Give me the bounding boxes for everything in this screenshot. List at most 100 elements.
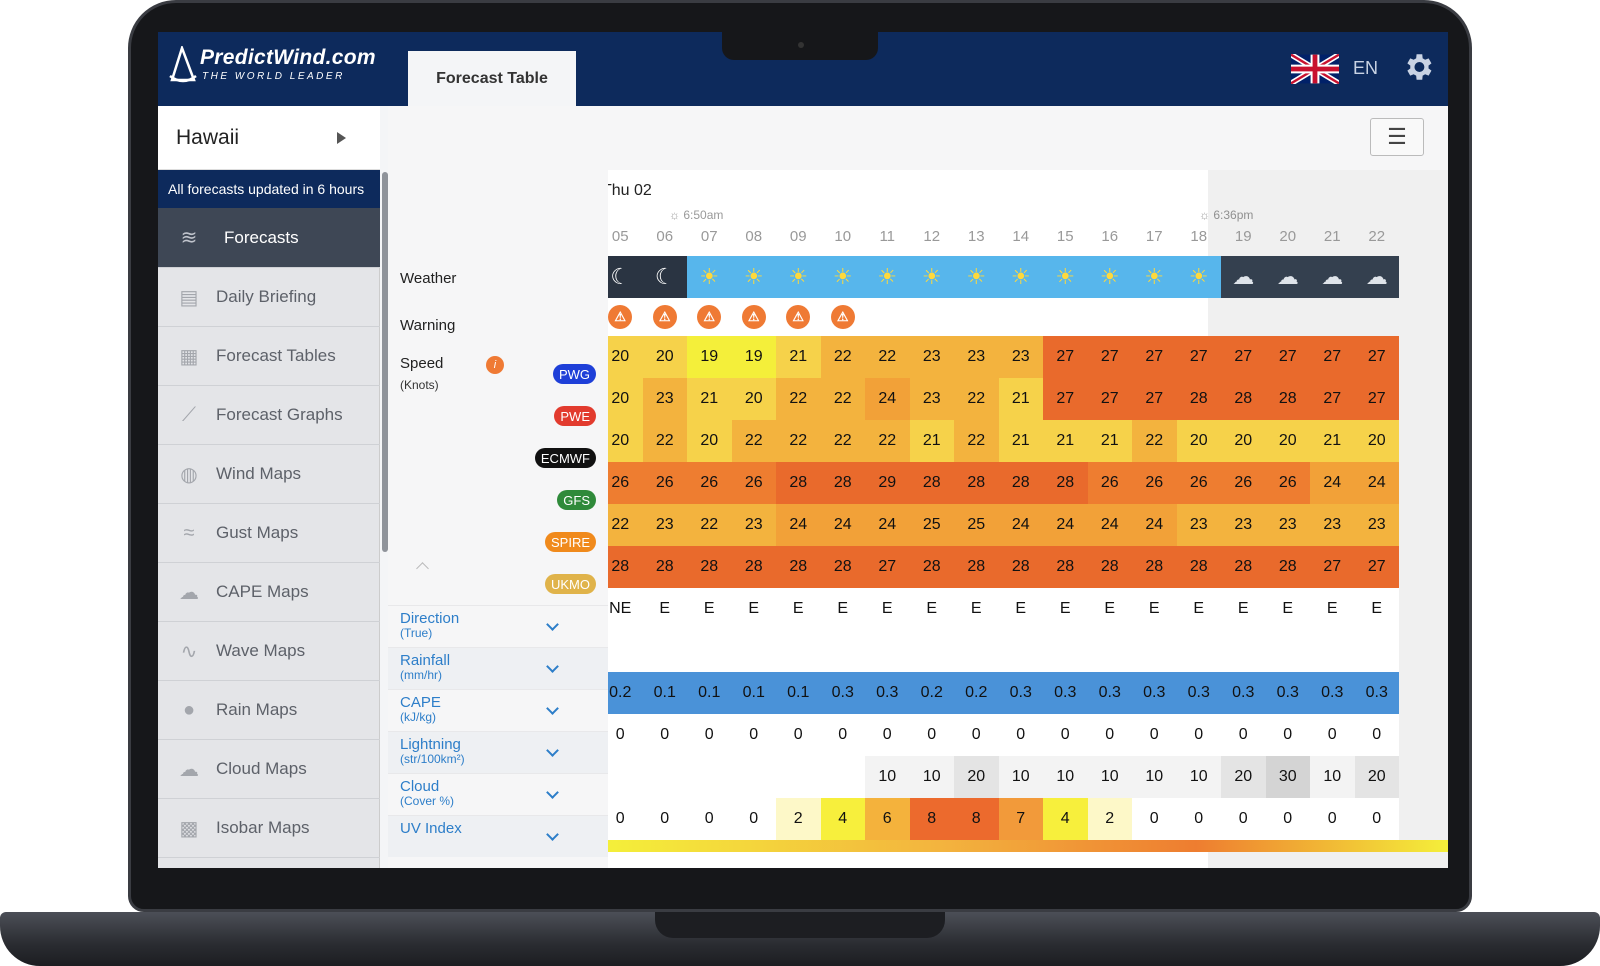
param-cell xyxy=(731,630,776,672)
wind-speed-cell: 19 xyxy=(687,336,732,378)
weather-label: Weather xyxy=(400,270,457,287)
param-cell: 20 xyxy=(1221,756,1266,798)
warning-icon[interactable]: ⚠ xyxy=(830,305,855,329)
wind-speed-cell: 28 xyxy=(1176,378,1221,420)
model-badge-pwg[interactable]: PWG xyxy=(552,364,596,384)
sidebar-item-rain-maps[interactable]: ● Rain Maps xyxy=(158,681,380,740)
warning-cell: ⚠ xyxy=(776,298,821,336)
chevron-down-icon[interactable] xyxy=(546,828,559,841)
param-row-direction[interactable]: Direction (True) xyxy=(388,605,608,647)
wind-speed-cell: 26 xyxy=(1176,462,1221,504)
language-selector[interactable]: EN xyxy=(1353,58,1379,78)
model-badge-spire[interactable]: SPIRE xyxy=(544,532,596,552)
tab-forecast-table[interactable]: Forecast Table xyxy=(408,51,576,106)
param-unit: (True) xyxy=(400,626,433,640)
param-cell xyxy=(954,630,999,672)
wind-speed-cell: 23 xyxy=(1310,504,1355,546)
param-cell: E xyxy=(1310,588,1355,630)
wind-speed-cell: 28 xyxy=(1265,546,1310,588)
table-icon: ▦ xyxy=(179,345,199,368)
logo[interactable]: PredictWind.com THE WORLD LEADER xyxy=(168,46,376,83)
speed-unit: (Knots) xyxy=(400,378,439,392)
param-cell: 0 xyxy=(1221,714,1266,756)
weather-cell: ☾ xyxy=(642,256,687,298)
warning-icon[interactable]: ⚠ xyxy=(652,305,677,329)
wind-speed-cell: 27 xyxy=(1176,336,1221,378)
menu-button[interactable]: ☰ xyxy=(1370,118,1424,156)
sidebar-item-gust-maps[interactable]: ≈ Gust Maps xyxy=(158,504,380,563)
sun-icon: ☀ xyxy=(788,264,809,289)
sidebar-item-cape-maps[interactable]: ☁ CAPE Maps xyxy=(158,563,380,622)
uk-flag-icon[interactable] xyxy=(1291,54,1339,84)
model-badge-ecmwf[interactable]: ECMWF xyxy=(534,448,596,468)
param-row-rainfall[interactable]: Rainfall (mm/hr) xyxy=(388,647,608,689)
sidebar-item-forecast-tables[interactable]: ▦ Forecast Tables xyxy=(158,327,380,386)
param-cell: 0.2 xyxy=(909,672,954,714)
gear-icon[interactable] xyxy=(1401,50,1435,84)
sidebar-item-daily-briefing[interactable]: ▤ Daily Briefing xyxy=(158,268,380,327)
wind-speed-cell: 24 xyxy=(776,504,821,546)
sidebar-item-forecasts[interactable]: ≋ Forecasts xyxy=(158,208,380,268)
wind-speed-cell: 26 xyxy=(608,462,643,504)
param-row-cape[interactable]: CAPE (kJ/kg) xyxy=(388,689,608,731)
wind-speed-cell: 23 xyxy=(1265,504,1310,546)
model-badge-gfs[interactable]: GFS xyxy=(557,490,596,510)
chevron-down-icon[interactable] xyxy=(546,702,559,715)
warning-cell: ⚠ xyxy=(687,298,732,336)
chevron-down-icon[interactable] xyxy=(546,660,559,673)
param-cell: E xyxy=(909,588,954,630)
param-cell xyxy=(865,630,910,672)
sidebar-scrollbar[interactable] xyxy=(382,172,388,552)
sidebar-item-forecast-graphs[interactable]: ⟋ Forecast Graphs xyxy=(158,386,380,445)
sidebar-item-cloud-maps[interactable]: ☁ Cloud Maps xyxy=(158,740,380,799)
chevron-down-icon[interactable] xyxy=(546,744,559,757)
sidebar-item-wave-maps[interactable]: ∿ Wave Maps xyxy=(158,622,380,681)
param-row-cloud[interactable]: Cloud (Cover %) xyxy=(388,773,608,815)
raindrop-icon: ● xyxy=(182,698,196,721)
wind-speed-cell: 21 xyxy=(998,420,1043,462)
collapse-icon[interactable] xyxy=(416,562,429,575)
param-cell: 0 xyxy=(776,714,821,756)
wind-speed-cell: 22 xyxy=(820,336,865,378)
param-cell: 0 xyxy=(687,798,732,840)
param-cell: 30 xyxy=(1265,756,1310,798)
param-cell: 0 xyxy=(1354,798,1399,840)
param-cell: 0 xyxy=(909,714,954,756)
param-cell: 0.3 xyxy=(820,672,865,714)
param-row-uv-index[interactable]: UV Index xyxy=(388,815,608,857)
sun-icon: ☀ xyxy=(921,264,942,289)
param-cell: 4 xyxy=(820,798,865,840)
param-row-lightning[interactable]: Lightning (str/100km²) xyxy=(388,731,608,773)
param-cell: 0.3 xyxy=(865,672,910,714)
chevron-down-icon[interactable] xyxy=(546,786,559,799)
model-badge-pwe[interactable]: PWE xyxy=(554,406,596,426)
wind-speed-cell: 22 xyxy=(776,378,821,420)
wind-speed-cell: 21 xyxy=(1087,420,1132,462)
gust-icon: ≈ xyxy=(183,521,195,544)
model-badge-ukmo[interactable]: UKMO xyxy=(545,574,596,594)
warning-icon[interactable]: ⚠ xyxy=(697,305,722,329)
warning-icon[interactable]: ⚠ xyxy=(786,305,811,329)
info-icon[interactable]: i xyxy=(486,356,504,374)
sun-icon: ☀ xyxy=(1055,264,1076,289)
param-unit: (kJ/kg) xyxy=(400,710,436,724)
wind-speed-cell: 28 xyxy=(1221,546,1266,588)
sidebar-item-wind-maps[interactable]: ◍ Wind Maps xyxy=(158,445,380,504)
wind-speed-cell: 24 xyxy=(1043,504,1088,546)
param-unit: (Cover %) xyxy=(400,794,455,808)
param-cell: E xyxy=(687,588,732,630)
sunrise-time: ☼ 6:50am xyxy=(669,208,724,222)
param-cell xyxy=(1176,630,1221,672)
param-cell: 0.2 xyxy=(954,672,999,714)
param-cell: 0 xyxy=(731,798,776,840)
wind-speed-cell: 21 xyxy=(998,378,1043,420)
warning-cell: ⚠ xyxy=(732,298,777,336)
location-selector[interactable]: Hawaii xyxy=(158,106,380,170)
chevron-down-icon[interactable] xyxy=(546,618,559,631)
param-cell: 0 xyxy=(954,714,999,756)
param-cell: 0.1 xyxy=(642,672,687,714)
param-cell: E xyxy=(865,588,910,630)
warning-icon[interactable]: ⚠ xyxy=(608,305,633,329)
sidebar-item-isobar-maps[interactable]: ▩ Isobar Maps xyxy=(158,799,380,858)
warning-icon[interactable]: ⚠ xyxy=(741,305,766,329)
